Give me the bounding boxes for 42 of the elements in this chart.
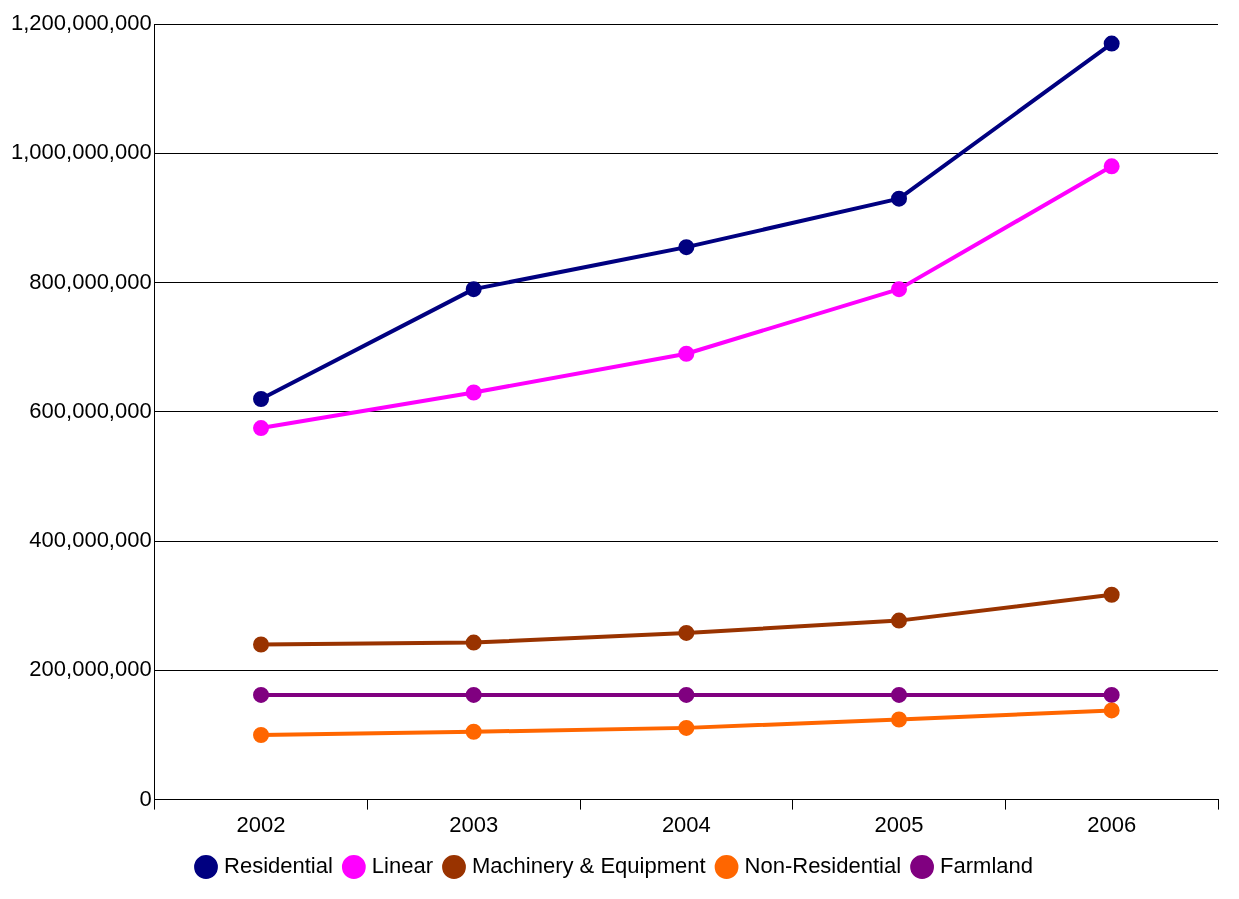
y-tick-label: 1,200,000,000 [10,10,152,36]
point [678,624,695,641]
point [1103,586,1120,603]
point [465,723,482,740]
x-tick-label: 2005 [874,811,924,837]
point [891,190,908,207]
point [891,686,908,703]
y-tick-label: 800,000,000 [29,268,152,294]
point [678,239,695,256]
point [253,726,270,743]
legend-label: Residential [224,853,333,879]
point [1103,686,1120,703]
x-tick-label: 2006 [1087,811,1137,837]
point [465,281,482,298]
legend-label: Non-Residential [744,853,902,879]
point [465,686,482,703]
point [1103,35,1120,52]
point [1103,158,1120,175]
x-tick-label: 2002 [236,811,286,837]
point [253,636,270,653]
point [465,634,482,651]
point [465,384,482,401]
point [1103,702,1120,719]
y-tick-label: 0 [139,785,152,811]
point [678,719,695,736]
point [891,711,908,728]
legend-label: Linear [371,853,433,879]
point [891,281,908,298]
point [891,612,908,629]
point [253,390,270,407]
point [678,345,695,362]
y-tick-label: 1,000,000,000 [10,139,152,165]
point [253,420,270,437]
point [678,686,695,703]
point [253,686,270,703]
legend-label: Machinery & Equipment [472,853,706,879]
x-tick-label: 2004 [661,811,711,837]
x-tick-label: 2003 [449,811,499,837]
legend-label: Farmland [940,853,1033,879]
y-tick-label: 200,000,000 [29,656,152,682]
y-tick-label: 400,000,000 [29,527,152,553]
y-tick-label: 600,000,000 [29,397,152,423]
